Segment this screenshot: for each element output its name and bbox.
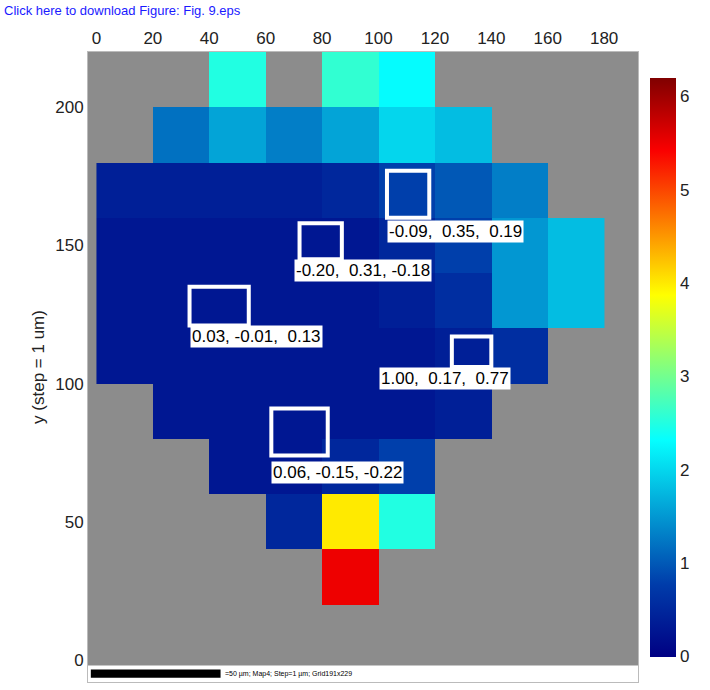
- svg-text:5: 5: [680, 181, 689, 200]
- svg-text:40: 40: [200, 29, 219, 48]
- svg-text:1.00, 0.17, 0.77: 1.00, 0.17, 0.77: [381, 369, 509, 388]
- svg-text:y (step = 1 um): y (step = 1 um): [29, 310, 48, 424]
- svg-text:180: 180: [590, 29, 618, 48]
- svg-text:150: 150: [55, 236, 83, 255]
- svg-text:-0.09, 0.35, 0.19: -0.09, 0.35, 0.19: [389, 222, 522, 241]
- svg-text:100: 100: [364, 29, 392, 48]
- svg-text:0: 0: [680, 647, 689, 666]
- svg-text:3: 3: [680, 367, 689, 386]
- svg-text:1: 1: [680, 554, 689, 573]
- svg-text:0.06, -0.15, -0.22: 0.06, -0.15, -0.22: [273, 463, 402, 482]
- svg-text:120: 120: [421, 29, 449, 48]
- svg-text:0: 0: [92, 29, 101, 48]
- svg-text:80: 80: [313, 29, 332, 48]
- svg-text:60: 60: [256, 29, 275, 48]
- svg-text:6: 6: [680, 87, 689, 106]
- svg-text:Click here to download Figure:: Click here to download Figure: Fig. 9.ep…: [4, 3, 241, 18]
- svg-text:=50 µm; Map4; Step=1 µm; Grid1: =50 µm; Map4; Step=1 µm; Grid191x229: [225, 670, 352, 678]
- svg-text:160: 160: [534, 29, 562, 48]
- svg-text:200: 200: [55, 98, 83, 117]
- svg-text:50: 50: [65, 513, 84, 532]
- svg-text:100: 100: [55, 375, 83, 394]
- svg-text:-0.20, 0.31, -0.18: -0.20, 0.31, -0.18: [296, 261, 430, 280]
- svg-text:0: 0: [74, 651, 83, 670]
- svg-text:4: 4: [680, 274, 689, 293]
- svg-text:0.03, -0.01, 0.13: 0.03, -0.01, 0.13: [192, 327, 321, 346]
- svg-text:2: 2: [680, 461, 689, 480]
- svg-text:20: 20: [143, 29, 162, 48]
- svg-text:140: 140: [477, 29, 505, 48]
